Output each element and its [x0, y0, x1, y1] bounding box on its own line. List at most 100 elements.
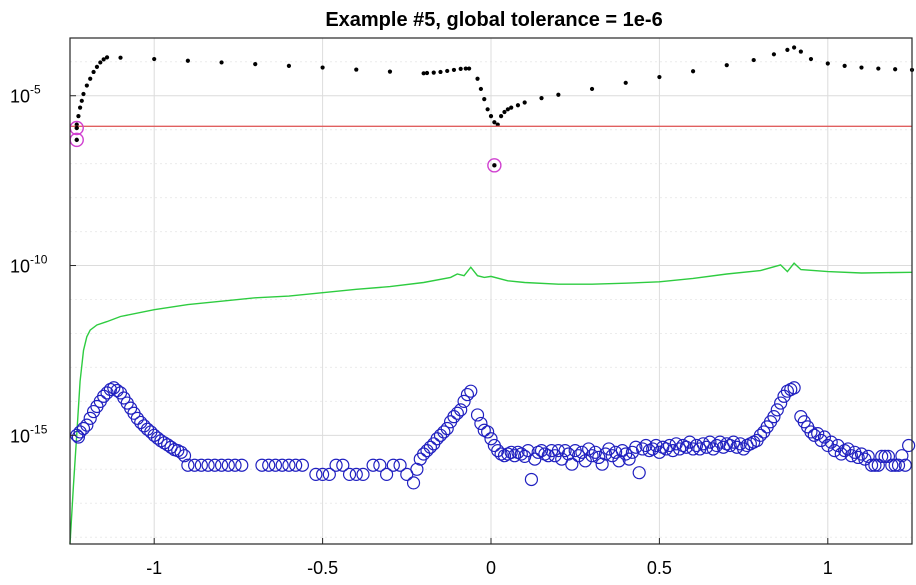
blue-circle-marker — [373, 458, 387, 472]
black-data-point — [499, 114, 504, 119]
blue-circle-marker — [770, 403, 784, 417]
blue-circle-marker — [410, 462, 424, 476]
blue-circle-marker — [767, 410, 781, 424]
blue-circle-marker — [635, 442, 650, 456]
blue-circle-marker — [524, 472, 539, 487]
black-data-point — [492, 120, 497, 125]
black-data-point — [893, 67, 898, 72]
blue-circle-marker — [100, 386, 114, 400]
blue-circle-marker — [878, 449, 892, 463]
blue-circle-marker — [514, 447, 528, 461]
blue-circle-marker — [134, 415, 148, 430]
black-data-point — [539, 96, 544, 101]
blue-circle-marker — [174, 445, 188, 459]
blue-circle-marker — [592, 450, 606, 465]
black-data-point — [467, 66, 472, 71]
x-tick-label: -1 — [146, 558, 162, 578]
black-data-point — [488, 114, 494, 119]
blue-circle-marker — [817, 430, 832, 444]
black-data-point — [690, 69, 696, 74]
blue-circle-marker — [454, 403, 468, 417]
black-data-point — [94, 64, 100, 69]
black-data-point — [421, 71, 426, 76]
blue-circle-marker — [309, 467, 323, 481]
blue-circle-marker — [504, 445, 518, 459]
black-data-point — [286, 63, 292, 68]
black-data-point — [657, 74, 662, 80]
blue-circle-marker — [268, 458, 283, 472]
blue-circle-marker — [336, 458, 350, 472]
blue-circle-marker — [736, 442, 751, 456]
blue-circle-marker — [322, 467, 336, 481]
black-data-point — [98, 60, 103, 65]
blue-circle-marker — [868, 458, 882, 472]
blue-circle-marker — [602, 442, 616, 456]
blue-circle-marker — [683, 435, 697, 449]
blue-circle-marker — [181, 458, 195, 472]
blue-circle-marker — [130, 411, 144, 425]
blue-circle-marker — [723, 438, 737, 453]
black-data-point — [589, 86, 595, 92]
black-data-point — [478, 86, 483, 92]
blue-circle-marker — [474, 416, 488, 431]
blue-circle-marker — [821, 438, 835, 453]
blue-circle-marker — [861, 449, 875, 463]
blue-circle-marker — [551, 444, 565, 458]
blue-circle-marker — [97, 389, 111, 403]
blue-circle-marker — [875, 449, 889, 463]
blue-circle-marker — [629, 440, 643, 454]
blue-circle-marker — [834, 447, 848, 461]
blue-circle-marker — [891, 458, 906, 472]
black-data-point — [623, 80, 628, 85]
blue-circle-marker — [177, 449, 192, 463]
blue-circle-marker — [710, 438, 724, 453]
black-data-point — [185, 58, 190, 63]
blue-circle-marker — [295, 458, 309, 472]
blue-circle-marker — [824, 435, 838, 449]
blue-circle-marker — [730, 440, 744, 454]
blue-circle-marker — [107, 381, 121, 395]
blue-circle-marker — [342, 467, 357, 481]
blue-circle-marker — [632, 466, 646, 480]
black-data-point — [509, 105, 514, 110]
black-data-point — [505, 107, 510, 112]
blue-circle-marker — [417, 447, 431, 461]
blue-circle-marker — [787, 381, 801, 395]
blue-circle-marker — [534, 444, 549, 458]
blue-circle-marker — [484, 432, 498, 446]
black-data-point — [798, 49, 803, 54]
blue-circle-marker — [902, 438, 916, 453]
chart-title: Example #5, global tolerance = 1e-6 — [325, 9, 662, 31]
blue-circle-marker — [470, 408, 485, 422]
blue-circle-marker — [507, 449, 522, 463]
y-tick-label: 10-15 — [10, 422, 48, 446]
x-tick-label: 0 — [486, 558, 496, 578]
magenta-marker-center-dot — [74, 137, 79, 143]
black-data-point — [515, 103, 521, 108]
black-data-point — [76, 114, 81, 119]
blue-circle-marker — [406, 476, 421, 490]
blue-circle-marker — [864, 458, 879, 472]
black-data-point — [485, 107, 490, 112]
blue-circle-marker — [73, 425, 87, 439]
blue-circle-marker — [423, 440, 437, 454]
green-series-line — [69, 262, 913, 545]
blue-circle-marker — [871, 458, 885, 472]
y-tick-layer: 10-5 10-10 10-15 — [10, 83, 76, 446]
blue-circle-marker — [460, 387, 475, 402]
blue-circle-marker — [208, 458, 222, 472]
x-tick-label: -0.5 — [307, 558, 338, 578]
blue-circle-marker — [575, 445, 589, 459]
blue-circle-marker — [80, 418, 94, 432]
blue-circle-marker — [774, 396, 788, 410]
blue-circle-marker — [582, 442, 596, 456]
blue-circle-marker — [194, 458, 208, 472]
black-data-point — [81, 91, 86, 97]
blue-circle-marker — [595, 457, 609, 471]
blue-circle-marker — [379, 467, 394, 481]
blue-circle-marker — [481, 425, 495, 439]
blue-circle-marker — [262, 458, 276, 472]
blue-circle-marker — [440, 421, 454, 436]
blue-circle-marker — [228, 458, 242, 472]
blue-circle-marker — [188, 458, 202, 472]
